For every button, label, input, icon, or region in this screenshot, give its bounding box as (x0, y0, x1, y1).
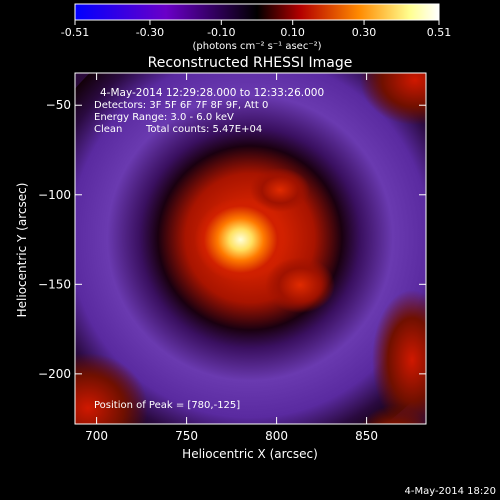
x-tick-label: 750 (175, 429, 198, 443)
y-tick-label: −50 (46, 98, 71, 112)
colorbar-unit-label: (photons cm⁻² s⁻¹ asec⁻²) (192, 41, 321, 52)
heatmap-image (75, 73, 426, 424)
x-axis-label: Heliocentric X (arcsec) (182, 447, 318, 461)
colorbar-ticks: -0.51 -0.30 -0.10 0.10 0.30 0.51 (61, 20, 451, 39)
colorbar-tick-label: 0.51 (427, 26, 452, 39)
colorbar-tick-label: -0.10 (207, 26, 235, 39)
annotation-peak-position: Position of Peak = [780,-125] (94, 400, 240, 411)
y-tick-label: −200 (38, 367, 71, 381)
x-tick-label: 800 (265, 429, 288, 443)
x-tick-label: 700 (85, 429, 108, 443)
annotation-time-range: 4-May-2014 12:29:28.000 to 12:33:26.000 (100, 87, 324, 99)
footer-timestamp: 4-May-2014 18:20 (404, 486, 496, 497)
chart-title: Reconstructed RHESSI Image (148, 55, 353, 71)
y-axis: −50 −100 −150 −200 (38, 98, 426, 381)
annotation-detectors: Detectors: 3F 5F 6F 7F 8F 9F, Att 0 (94, 100, 268, 111)
plot-frame (74, 72, 427, 425)
annotation-method: Clean (94, 124, 122, 135)
colorbar-tick-label: -0.30 (136, 26, 164, 39)
peak-source (194, 197, 287, 282)
y-axis-label: Heliocentric Y (arcsec) (15, 183, 29, 318)
annotation-energy: Energy Range: 3.0 - 6.0 keV (94, 112, 234, 123)
colorbar-tick-label: 0.30 (352, 26, 377, 39)
y-tick-label: −100 (38, 188, 71, 202)
x-tick-label: 850 (355, 429, 378, 443)
colorbar (74, 3, 440, 21)
colorbar-tick-label: -0.51 (61, 26, 89, 39)
x-axis: 700 750 800 850 (85, 73, 378, 443)
y-tick-label: −150 (38, 277, 71, 291)
colorbar-tick-label: 0.10 (280, 26, 305, 39)
annotation-counts: Total counts: 5.47E+04 (145, 124, 262, 135)
